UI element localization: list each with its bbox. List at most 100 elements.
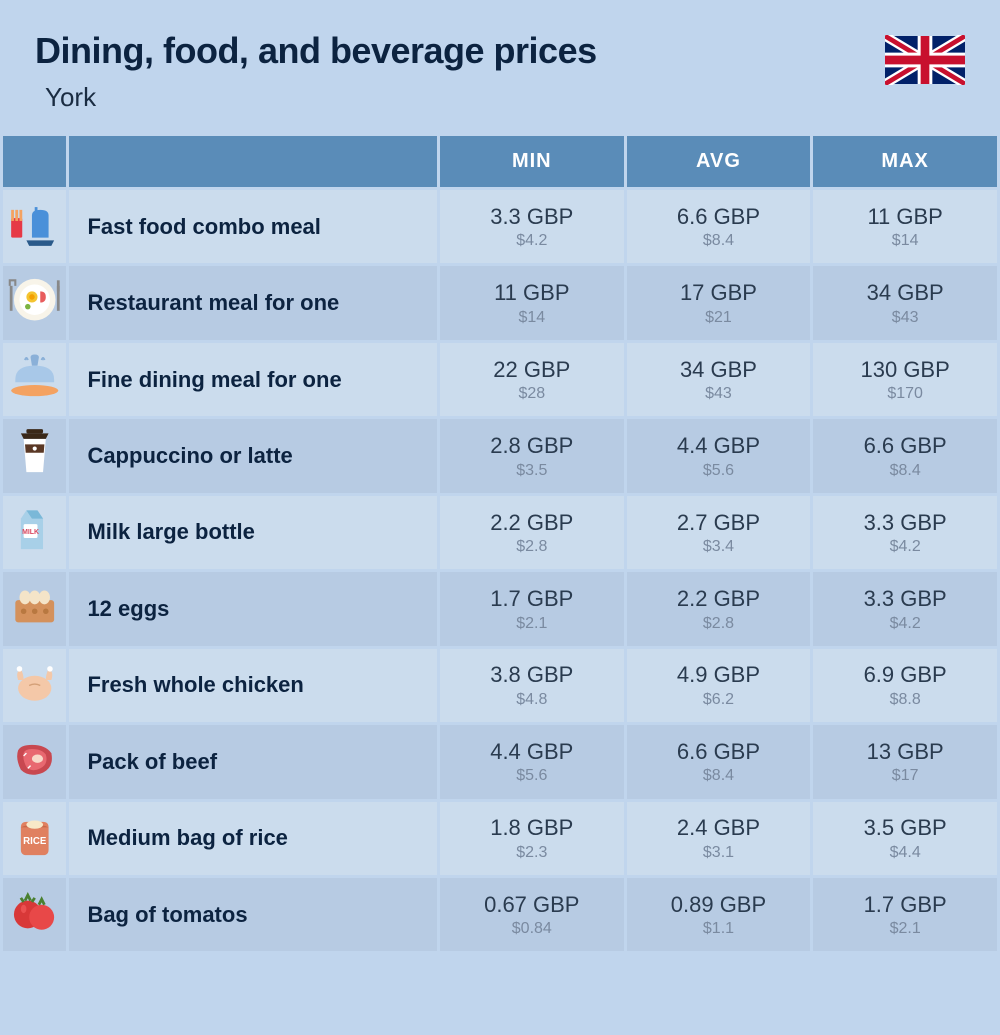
price-gbp: 2.8 GBP — [452, 432, 612, 461]
price-gbp: 0.67 GBP — [452, 891, 612, 920]
price-usd: $43 — [639, 384, 799, 403]
price-usd: $4.2 — [825, 537, 985, 556]
table-row: Restaurant meal for one 11 GBP$14 17 GBP$2… — [3, 266, 997, 339]
table-body: Fast food combo meal3.3 GBP$4.26.6 GBP$8… — [3, 190, 997, 951]
price-max: 3.5 GBP$4.4 — [813, 802, 997, 875]
price-usd: $3.5 — [452, 461, 612, 480]
item-name: 12 eggs — [69, 572, 437, 645]
item-name: Pack of beef — [69, 725, 437, 798]
price-usd: $5.6 — [639, 461, 799, 480]
price-usd: $5.6 — [452, 766, 612, 785]
price-gbp: 3.8 GBP — [452, 661, 612, 690]
price-gbp: 11 GBP — [452, 279, 612, 308]
col-name — [69, 136, 437, 187]
price-avg: 4.4 GBP$5.6 — [627, 419, 811, 492]
price-usd: $170 — [825, 384, 985, 403]
tomatoes-icon — [3, 878, 66, 951]
price-usd: $14 — [452, 308, 612, 327]
price-avg: 6.6 GBP$8.4 — [627, 190, 811, 263]
price-min: 0.67 GBP$0.84 — [440, 878, 624, 951]
price-gbp: 2.2 GBP — [639, 585, 799, 614]
rice-icon: RICE — [3, 802, 66, 875]
price-gbp: 2.2 GBP — [452, 509, 612, 538]
price-usd: $4.2 — [825, 614, 985, 633]
price-usd: $2.1 — [452, 614, 612, 633]
price-avg: 2.2 GBP$2.8 — [627, 572, 811, 645]
price-avg: 2.7 GBP$3.4 — [627, 496, 811, 569]
price-usd: $4.4 — [825, 843, 985, 862]
col-icon — [3, 136, 66, 187]
svg-text:RICE: RICE — [23, 836, 47, 847]
price-min: 3.8 GBP$4.8 — [440, 649, 624, 722]
page-header: Dining, food, and beverage prices York — [0, 0, 1000, 133]
price-gbp: 6.6 GBP — [639, 738, 799, 767]
eggs-icon — [3, 572, 66, 645]
table-row: Fast food combo meal3.3 GBP$4.26.6 GBP$8… — [3, 190, 997, 263]
price-max: 130 GBP$170 — [813, 343, 997, 416]
fast-food-icon — [3, 190, 66, 263]
price-usd: $4.8 — [452, 690, 612, 709]
price-gbp: 130 GBP — [825, 356, 985, 385]
price-avg: 2.4 GBP$3.1 — [627, 802, 811, 875]
fine-dining-icon — [3, 343, 66, 416]
price-usd: $1.1 — [639, 919, 799, 938]
price-avg: 0.89 GBP$1.1 — [627, 878, 811, 951]
price-gbp: 1.7 GBP — [825, 891, 985, 920]
price-min: 1.7 GBP$2.1 — [440, 572, 624, 645]
price-usd: $17 — [825, 766, 985, 785]
price-gbp: 11 GBP — [825, 203, 985, 232]
chicken-icon — [3, 649, 66, 722]
price-usd: $2.3 — [452, 843, 612, 862]
table-row: Cappuccino or latte2.8 GBP$3.54.4 GBP$5.… — [3, 419, 997, 492]
col-max: MAX — [813, 136, 997, 187]
price-gbp: 17 GBP — [639, 279, 799, 308]
table-row: Pack of beef4.4 GBP$5.66.6 GBP$8.413 GBP… — [3, 725, 997, 798]
price-usd: $8.4 — [825, 461, 985, 480]
price-usd: $2.8 — [452, 537, 612, 556]
price-gbp: 4.4 GBP — [639, 432, 799, 461]
item-name: Medium bag of rice — [69, 802, 437, 875]
price-usd: $3.1 — [639, 843, 799, 862]
price-max: 11 GBP$14 — [813, 190, 997, 263]
price-gbp: 3.5 GBP — [825, 814, 985, 843]
restaurant-icon — [3, 266, 66, 339]
price-usd: $8.8 — [825, 690, 985, 709]
price-usd: $4.2 — [452, 231, 612, 250]
price-usd: $21 — [639, 308, 799, 327]
col-avg: AVG — [627, 136, 811, 187]
table-row: Fresh whole chicken3.8 GBP$4.84.9 GBP$6.… — [3, 649, 997, 722]
price-gbp: 34 GBP — [825, 279, 985, 308]
page-title: Dining, food, and beverage prices — [35, 30, 885, 72]
price-usd: $28 — [452, 384, 612, 403]
price-min: 22 GBP$28 — [440, 343, 624, 416]
price-usd: $14 — [825, 231, 985, 250]
beef-icon — [3, 725, 66, 798]
price-gbp: 13 GBP — [825, 738, 985, 767]
price-usd: $0.84 — [452, 919, 612, 938]
price-usd: $43 — [825, 308, 985, 327]
price-gbp: 34 GBP — [639, 356, 799, 385]
price-min: 2.8 GBP$3.5 — [440, 419, 624, 492]
price-max: 34 GBP$43 — [813, 266, 997, 339]
price-max: 6.6 GBP$8.4 — [813, 419, 997, 492]
price-usd: $6.2 — [639, 690, 799, 709]
price-usd: $2.8 — [639, 614, 799, 633]
col-min: MIN — [440, 136, 624, 187]
price-gbp: 6.9 GBP — [825, 661, 985, 690]
price-usd: $8.4 — [639, 766, 799, 785]
price-min: 2.2 GBP$2.8 — [440, 496, 624, 569]
price-gbp: 3.3 GBP — [825, 585, 985, 614]
item-name: Restaurant meal for one — [69, 266, 437, 339]
price-max: 3.3 GBP$4.2 — [813, 572, 997, 645]
price-avg: 4.9 GBP$6.2 — [627, 649, 811, 722]
price-gbp: 3.3 GBP — [452, 203, 612, 232]
page-subtitle: York — [45, 82, 885, 113]
uk-flag-icon — [885, 35, 965, 85]
price-min: 3.3 GBP$4.2 — [440, 190, 624, 263]
header-text: Dining, food, and beverage prices York — [35, 30, 885, 113]
milk-icon: MILK — [3, 496, 66, 569]
price-max: 1.7 GBP$2.1 — [813, 878, 997, 951]
price-max: 6.9 GBP$8.8 — [813, 649, 997, 722]
price-max: 13 GBP$17 — [813, 725, 997, 798]
table-row: 12 eggs1.7 GBP$2.12.2 GBP$2.83.3 GBP$4.2 — [3, 572, 997, 645]
